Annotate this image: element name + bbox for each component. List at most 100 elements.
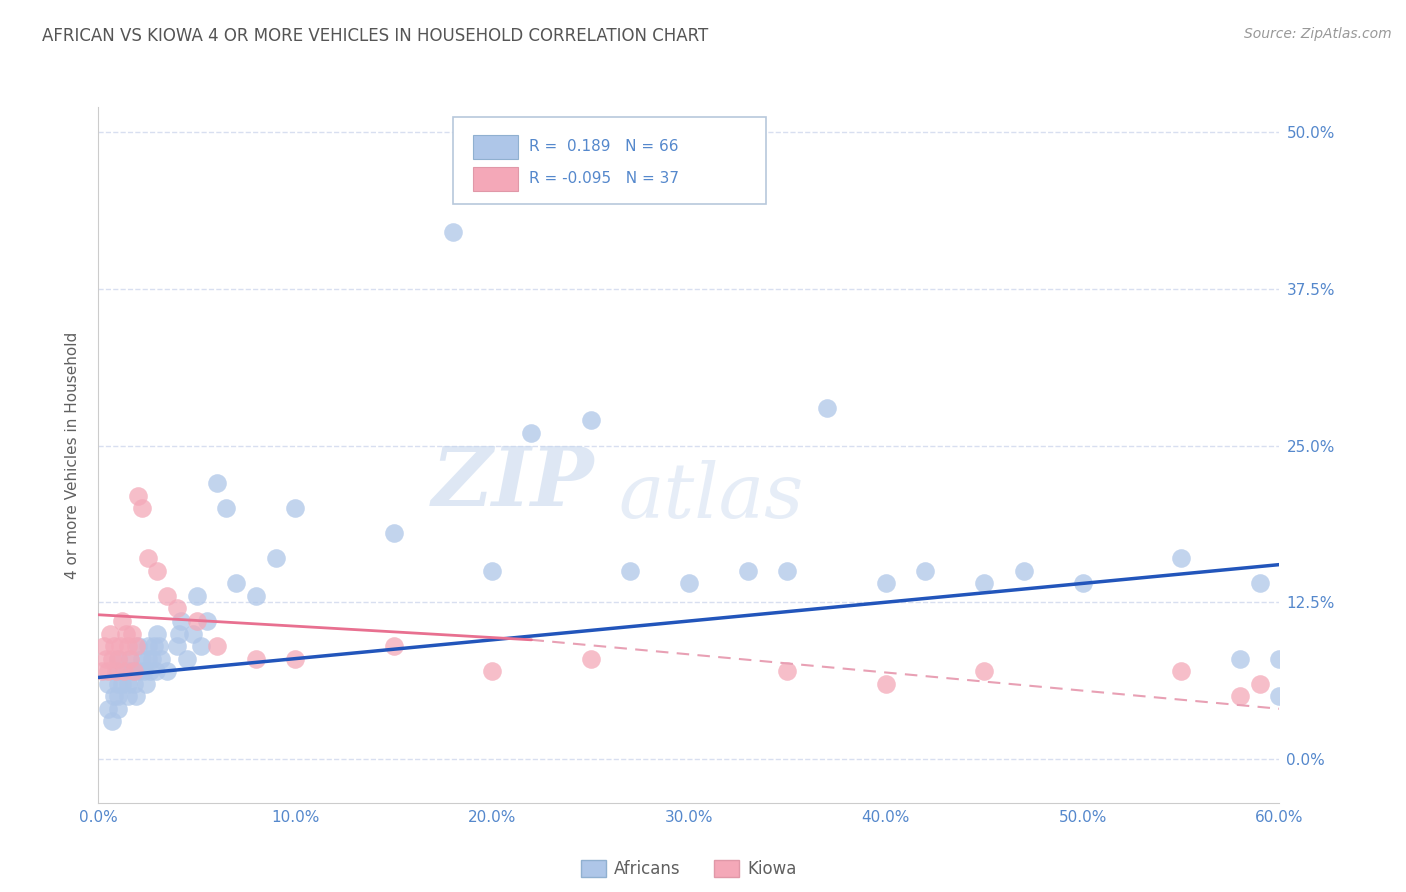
- Point: [108, 639, 131, 653]
- Point: [205, 476, 228, 491]
- Point: [125, 639, 148, 653]
- Point: [132, 664, 155, 678]
- Point: [146, 564, 169, 578]
- Point: [1249, 576, 1271, 591]
- Point: [131, 501, 153, 516]
- Point: [127, 489, 149, 503]
- FancyBboxPatch shape: [472, 167, 517, 191]
- Point: [101, 651, 124, 665]
- Point: [142, 639, 165, 653]
- Point: [97, 664, 120, 678]
- Point: [156, 664, 179, 678]
- Point: [117, 676, 139, 690]
- Point: [245, 651, 267, 665]
- Point: [166, 639, 188, 653]
- Point: [186, 589, 208, 603]
- FancyBboxPatch shape: [472, 135, 517, 159]
- Point: [101, 714, 124, 729]
- Point: [145, 664, 167, 678]
- Point: [167, 626, 190, 640]
- Point: [107, 651, 129, 665]
- Point: [1268, 651, 1291, 665]
- Point: [156, 589, 179, 603]
- Text: R =  0.189   N = 66: R = 0.189 N = 66: [530, 139, 679, 154]
- Point: [1170, 664, 1192, 678]
- Point: [1012, 564, 1035, 578]
- Point: [1170, 551, 1192, 566]
- Point: [136, 639, 159, 653]
- Text: Source: ZipAtlas.com: Source: ZipAtlas.com: [1244, 27, 1392, 41]
- Point: [973, 664, 995, 678]
- Point: [115, 626, 138, 640]
- Y-axis label: 4 or more Vehicles in Household: 4 or more Vehicles in Household: [65, 331, 80, 579]
- Point: [98, 626, 121, 640]
- Point: [382, 639, 405, 653]
- Point: [107, 676, 129, 690]
- Point: [111, 614, 134, 628]
- Point: [1249, 676, 1271, 690]
- Point: [737, 564, 759, 578]
- Point: [93, 639, 115, 653]
- Point: [973, 576, 995, 591]
- Point: [117, 639, 139, 653]
- FancyBboxPatch shape: [453, 118, 766, 204]
- Point: [914, 564, 936, 578]
- Point: [111, 676, 134, 690]
- Point: [205, 639, 228, 653]
- Text: ZIP: ZIP: [432, 442, 595, 523]
- Point: [107, 690, 129, 704]
- Point: [135, 676, 157, 690]
- Point: [125, 690, 148, 704]
- Point: [776, 564, 799, 578]
- Legend: Africans, Kiowa: Africans, Kiowa: [574, 854, 804, 885]
- Point: [103, 639, 125, 653]
- Point: [122, 664, 145, 678]
- Point: [284, 651, 307, 665]
- Point: [441, 226, 464, 240]
- Point: [138, 664, 160, 678]
- Point: [117, 690, 139, 704]
- Text: atlas: atlas: [619, 459, 803, 533]
- Point: [186, 614, 208, 628]
- Point: [107, 664, 129, 678]
- Point: [103, 690, 125, 704]
- Point: [170, 614, 193, 628]
- Point: [1268, 690, 1291, 704]
- Point: [112, 664, 135, 678]
- Point: [284, 501, 307, 516]
- Point: [118, 651, 141, 665]
- Point: [875, 676, 897, 690]
- Point: [107, 651, 129, 665]
- Point: [105, 664, 128, 678]
- Point: [215, 501, 238, 516]
- Point: [579, 651, 602, 665]
- Point: [776, 664, 799, 678]
- Point: [875, 576, 897, 591]
- Point: [146, 626, 169, 640]
- Text: R = -0.095   N = 37: R = -0.095 N = 37: [530, 171, 679, 186]
- Point: [136, 651, 159, 665]
- Point: [127, 639, 149, 653]
- Point: [176, 651, 198, 665]
- Point: [117, 664, 139, 678]
- Point: [166, 601, 188, 615]
- Point: [96, 651, 118, 665]
- Point: [150, 651, 173, 665]
- Point: [481, 664, 503, 678]
- Point: [118, 651, 141, 665]
- Point: [122, 676, 145, 690]
- Point: [579, 413, 602, 427]
- Point: [195, 614, 218, 628]
- Point: [520, 425, 543, 440]
- Point: [678, 576, 700, 591]
- Point: [121, 664, 143, 678]
- Point: [131, 651, 153, 665]
- Point: [382, 526, 405, 541]
- Point: [148, 639, 170, 653]
- Point: [1071, 576, 1094, 591]
- Point: [1229, 690, 1251, 704]
- Point: [815, 401, 838, 415]
- Text: AFRICAN VS KIOWA 4 OR MORE VEHICLES IN HOUSEHOLD CORRELATION CHART: AFRICAN VS KIOWA 4 OR MORE VEHICLES IN H…: [42, 27, 709, 45]
- Point: [190, 639, 212, 653]
- Point: [91, 664, 114, 678]
